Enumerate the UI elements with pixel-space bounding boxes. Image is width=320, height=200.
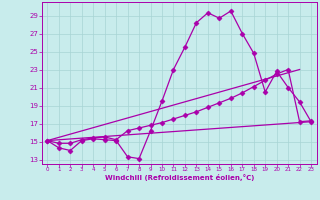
X-axis label: Windchill (Refroidissement éolien,°C): Windchill (Refroidissement éolien,°C)	[105, 174, 254, 181]
